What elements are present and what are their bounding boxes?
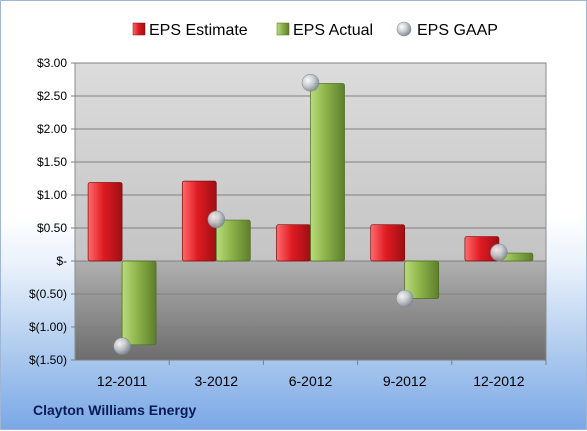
marker-eps-gaap (301, 74, 320, 92)
y-tick-label: $2.50 (37, 89, 67, 103)
x-category-label: 12-2011 (97, 373, 148, 389)
legend-swatch-estimate (132, 22, 146, 36)
legend: EPS Estimate EPS Actual EPS GAAP (132, 21, 498, 39)
marker-eps-gaap (395, 289, 414, 308)
marker-eps-gaap (490, 243, 508, 262)
bar-eps-actual (215, 219, 251, 262)
y-tick-label: $(0.50) (29, 287, 67, 301)
y-tick-label: $1.50 (37, 155, 67, 169)
legend-label-estimate: EPS Estimate (149, 22, 248, 39)
bar-eps-actual (404, 260, 440, 299)
y-tick-label: $3.00 (37, 56, 67, 70)
bar-eps-estimate (87, 182, 123, 262)
bar-eps-estimate (370, 224, 406, 262)
y-tick-label: $(1.50) (29, 353, 67, 367)
y-tick-label: $(1.00) (29, 320, 67, 334)
y-tick-label: $0.50 (37, 221, 67, 235)
x-category-label: 9-2012 (383, 373, 427, 389)
legend-marker-gaap (396, 21, 412, 37)
y-tick-label: $1.00 (37, 188, 67, 202)
legend-label-gaap: EPS GAAP (417, 22, 498, 39)
bar-eps-estimate (276, 224, 311, 262)
bar-eps-actual (310, 83, 345, 262)
x-category-label: 12-2012 (473, 373, 525, 389)
company-name: Clayton Williams Energy (33, 402, 197, 418)
y-tick-label: $2.00 (37, 122, 67, 136)
legend-swatch-actual (276, 22, 290, 36)
x-category-label: 6-2012 (289, 373, 333, 389)
bar-eps-actual (121, 260, 157, 346)
y-tick-label: $- (56, 254, 67, 268)
x-category-label: 3-2012 (195, 373, 239, 389)
marker-eps-gaap (113, 337, 131, 355)
marker-eps-gaap (207, 210, 226, 229)
legend-label-actual: EPS Actual (293, 22, 373, 39)
